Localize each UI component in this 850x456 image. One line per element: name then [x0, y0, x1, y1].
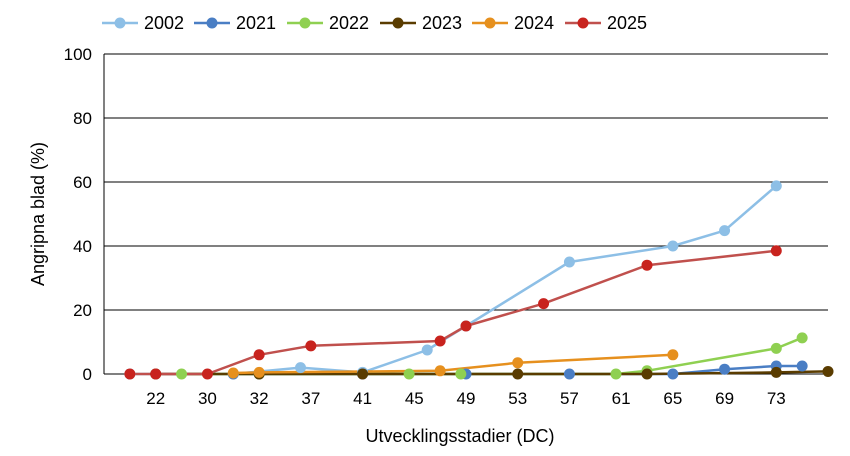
x-tick-label: 65 — [663, 389, 682, 408]
data-point-2025 — [124, 368, 136, 380]
legend-marker-2002 — [114, 17, 126, 29]
data-point-2025 — [150, 368, 162, 380]
data-point-2024 — [512, 357, 524, 369]
data-point-2025 — [434, 335, 446, 347]
series-line-2002 — [129, 184, 778, 376]
data-point-2002 — [719, 225, 731, 237]
data-point-2023 — [512, 368, 524, 380]
data-point-2002 — [770, 180, 782, 192]
x-tick-label: 30 — [198, 389, 217, 408]
data-point-2022 — [176, 368, 188, 380]
data-point-2023 — [357, 368, 369, 380]
y-axis-label: Angripna blad (%) — [28, 142, 48, 286]
series-line-2025 — [129, 249, 777, 376]
legend-marker-2025 — [577, 17, 589, 29]
legend-label-2025: 2025 — [607, 13, 647, 33]
data-point-2002 — [421, 344, 433, 356]
data-point-2023 — [822, 365, 834, 377]
data-point-2021 — [563, 368, 575, 380]
legend-label-2022: 2022 — [329, 13, 369, 33]
y-tick-label: 60 — [73, 173, 92, 192]
x-tick-label: 73 — [767, 389, 786, 408]
x-tick-label: 37 — [301, 389, 320, 408]
x-tick-label: 57 — [560, 389, 579, 408]
data-point-2021 — [719, 363, 731, 375]
data-point-2002 — [667, 240, 679, 252]
legend: 2002 2021 2022 2023 2024 2025 — [102, 13, 647, 33]
data-point-2025 — [460, 320, 472, 332]
x-tick-label: 69 — [715, 389, 734, 408]
data-point-2025 — [253, 349, 265, 361]
data-point-2022 — [455, 368, 467, 380]
data-point-2024 — [434, 365, 446, 377]
y-tick-label: 20 — [73, 301, 92, 320]
x-tick-label: 61 — [612, 389, 631, 408]
data-point-2025 — [201, 368, 213, 380]
y-tick-label: 100 — [64, 45, 92, 64]
x-tick-label: 32 — [250, 389, 269, 408]
legend-label-2021: 2021 — [236, 13, 276, 33]
data-point-2024 — [667, 349, 679, 361]
x-axis-label: Utvecklingsstadier (DC) — [365, 426, 554, 446]
y-tick-label: 80 — [73, 109, 92, 128]
data-point-2021 — [667, 368, 679, 380]
series-lines — [129, 184, 829, 376]
series-line-2022 — [181, 336, 803, 376]
legend-marker-2024 — [484, 17, 496, 29]
data-point-2025 — [770, 245, 782, 257]
legend-marker-2021 — [206, 17, 218, 29]
legend-label-2024: 2024 — [514, 13, 554, 33]
x-tick-label: 45 — [405, 389, 424, 408]
legend-marker-2022 — [299, 17, 311, 29]
data-point-2024 — [227, 367, 239, 379]
legend-label-2002: 2002 — [144, 13, 184, 33]
data-point-2022 — [403, 368, 415, 380]
data-point-2002 — [295, 362, 307, 374]
gridlines — [104, 53, 828, 311]
data-point-2025 — [305, 340, 317, 352]
data-point-2023 — [641, 368, 653, 380]
x-tick-label: 49 — [457, 389, 476, 408]
data-point-2025 — [641, 259, 653, 271]
y-tick-label: 0 — [83, 365, 92, 384]
data-point-2021 — [796, 360, 808, 372]
data-point-2022 — [610, 368, 622, 380]
data-point-2022 — [770, 342, 782, 354]
data-point-2024 — [253, 366, 265, 378]
y-tick-label: 40 — [73, 237, 92, 256]
x-tick-label: 53 — [508, 389, 527, 408]
data-point-2002 — [563, 256, 575, 268]
series-markers — [124, 180, 834, 380]
x-tick-labels: 22 30 32 37 41 45 49 53 57 61 65 69 73 — [146, 389, 785, 408]
data-point-2023 — [770, 366, 782, 378]
data-point-2022 — [796, 332, 808, 344]
y-tick-labels: 0 20 40 60 80 100 — [64, 45, 92, 384]
x-tick-label: 41 — [353, 389, 372, 408]
data-point-2025 — [538, 298, 550, 310]
x-tick-label: 22 — [146, 389, 165, 408]
legend-label-2023: 2023 — [422, 13, 462, 33]
legend-marker-2023 — [392, 17, 404, 29]
